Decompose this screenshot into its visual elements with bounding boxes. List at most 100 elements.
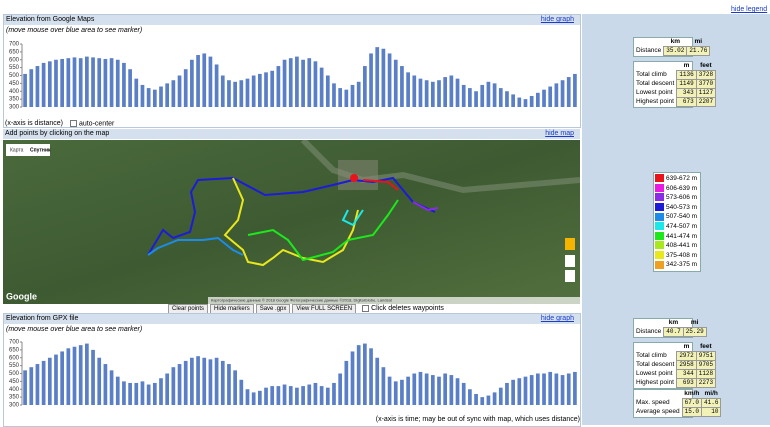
bar[interactable] — [208, 359, 213, 405]
bar[interactable] — [301, 386, 305, 405]
bar[interactable] — [85, 56, 89, 107]
bar[interactable] — [109, 370, 114, 405]
bar[interactable] — [430, 375, 435, 405]
hide-graph-link[interactable]: hide graph — [540, 315, 574, 322]
bar[interactable] — [307, 58, 312, 107]
bar[interactable] — [461, 382, 466, 405]
bar[interactable] — [400, 66, 404, 107]
bar[interactable] — [332, 382, 336, 405]
bar[interactable] — [190, 59, 194, 107]
bar[interactable] — [152, 382, 157, 405]
bar[interactable] — [140, 381, 145, 405]
bar[interactable] — [233, 81, 237, 107]
bar[interactable] — [41, 360, 46, 405]
bar[interactable] — [406, 376, 410, 405]
bar[interactable] — [325, 75, 330, 108]
bar[interactable] — [480, 84, 485, 107]
bar[interactable] — [313, 61, 318, 107]
bar[interactable] — [66, 58, 71, 107]
hide-map-link[interactable]: hide map — [545, 130, 574, 137]
bar[interactable] — [554, 373, 559, 406]
bar[interactable] — [72, 57, 77, 107]
bar[interactable] — [412, 75, 417, 108]
map[interactable]: Карта Спутник Google Картографические да… — [3, 140, 580, 304]
bar[interactable] — [159, 86, 163, 107]
bar[interactable] — [363, 66, 367, 107]
zoom-in[interactable] — [565, 255, 575, 267]
bar[interactable] — [134, 382, 139, 405]
bar[interactable] — [233, 370, 237, 405]
bar[interactable] — [85, 343, 89, 405]
bar[interactable] — [257, 73, 262, 107]
bar[interactable] — [313, 382, 318, 405]
bar[interactable] — [369, 348, 373, 405]
hide-legend-link[interactable]: hide legend — [731, 6, 768, 13]
bar[interactable] — [529, 375, 534, 405]
map-type-button[interactable]: Спутник — [30, 147, 51, 153]
checkbox[interactable] — [362, 304, 370, 312]
bar[interactable] — [517, 378, 522, 405]
bar[interactable] — [128, 382, 132, 405]
bar[interactable] — [344, 89, 349, 107]
bar[interactable] — [295, 56, 299, 107]
bar[interactable] — [455, 378, 460, 405]
bar[interactable] — [202, 357, 207, 405]
marker[interactable] — [350, 174, 359, 192]
bar[interactable] — [29, 367, 34, 405]
bar[interactable] — [492, 392, 497, 405]
bar[interactable] — [535, 373, 540, 406]
bar[interactable] — [23, 370, 27, 405]
bar[interactable] — [443, 373, 448, 406]
bar[interactable] — [122, 62, 126, 107]
bar[interactable] — [387, 376, 392, 405]
bar[interactable] — [214, 64, 219, 107]
bar[interactable] — [109, 58, 114, 107]
bar[interactable] — [196, 55, 200, 107]
bar[interactable] — [91, 57, 95, 107]
hide-graph-link[interactable]: hide graph — [540, 16, 574, 23]
bar[interactable] — [350, 351, 355, 405]
bar[interactable] — [196, 356, 200, 405]
bar[interactable] — [171, 80, 176, 107]
bar[interactable] — [239, 80, 244, 107]
bar[interactable] — [146, 384, 151, 405]
bar[interactable] — [566, 373, 571, 406]
bar[interactable] — [23, 73, 27, 107]
bar[interactable] — [220, 360, 225, 405]
bar[interactable] — [548, 371, 553, 405]
bar[interactable] — [529, 95, 534, 107]
bar[interactable] — [301, 59, 305, 107]
bar[interactable] — [122, 381, 126, 405]
zoom-out[interactable] — [565, 270, 575, 282]
bar[interactable] — [381, 48, 386, 107]
bar[interactable] — [295, 387, 299, 405]
bar[interactable] — [393, 59, 398, 107]
bar[interactable] — [338, 88, 343, 107]
bar[interactable] — [159, 378, 163, 405]
bar[interactable] — [60, 351, 65, 405]
bar[interactable] — [227, 80, 231, 107]
bar[interactable] — [251, 75, 256, 108]
bar[interactable] — [91, 349, 95, 405]
bar[interactable] — [202, 53, 207, 107]
bar[interactable] — [54, 59, 58, 107]
bar[interactable] — [400, 379, 404, 405]
bar[interactable] — [78, 58, 83, 107]
bar[interactable] — [115, 59, 120, 107]
bar[interactable] — [103, 364, 108, 405]
bar[interactable] — [29, 69, 34, 107]
bar[interactable] — [152, 89, 157, 107]
bar[interactable] — [270, 70, 275, 107]
bar[interactable] — [412, 373, 417, 406]
bar[interactable] — [177, 364, 182, 405]
bar[interactable] — [190, 357, 194, 405]
bar[interactable] — [165, 83, 170, 107]
bar[interactable] — [566, 77, 571, 107]
bar[interactable] — [430, 81, 435, 107]
bar[interactable] — [288, 386, 293, 405]
bar[interactable] — [468, 88, 472, 107]
bar[interactable] — [239, 379, 244, 405]
bar[interactable] — [486, 81, 491, 107]
bar[interactable] — [369, 53, 373, 107]
bar[interactable] — [523, 99, 528, 107]
